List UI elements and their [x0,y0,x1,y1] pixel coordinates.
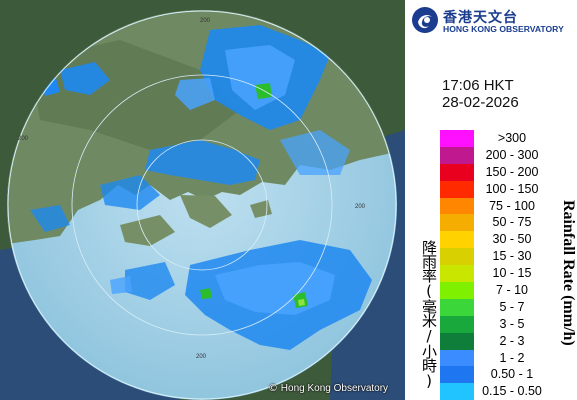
legend-range-label: 0.15 - 0.50 [482,384,542,399]
legend-row: 15 - 30 [440,248,531,266]
land-island-lantau [120,215,175,246]
legend-row: 0.15 - 0.50 [440,383,542,400]
legend-swatch [440,265,474,283]
observatory-name-en: HONG KONG OBSERVATORY [443,24,564,34]
rain-echoes [30,25,372,350]
info-panel: 香港天文台 HONG KONG OBSERVATORY 17:06 HKT 28… [405,0,577,400]
range-ring [136,139,268,271]
copyright-notice: © Hong Kong Observatory [268,383,388,394]
legend-range-label: 30 - 50 [492,232,532,247]
legend-swatch [440,349,474,367]
legend-row: 30 - 50 [440,231,531,249]
legend-range-label: 1 - 2 [499,350,525,365]
rainfall-legend: >300 200 - 300 150 - 200 100 - 150 75 - 100 5… [440,130,542,400]
legend-swatch [440,298,474,316]
legend-row: 0.50 - 1 [440,366,533,384]
legend-range-label: 75 - 100 [489,198,535,213]
legend-range-label: 100 - 150 [485,181,539,196]
legend-row: 200 - 300 [440,146,538,164]
range-ring-label: 200 [355,204,366,210]
legend-range-label: 5 - 7 [499,299,525,314]
range-ring-label: 200 [196,354,207,360]
legend-swatch [440,197,474,215]
copyright-symbol: © [268,383,278,394]
legend-range-label: 0.50 - 1 [490,367,534,382]
observatory-emblem-icon [412,7,438,33]
legend-row: 1 - 2 [440,349,525,367]
legend-range-label: 15 - 30 [492,249,532,264]
legend-swatch [440,231,474,249]
legend-swatch [440,180,474,198]
observation-date: 28-02-2026 [442,94,519,111]
legend-row: 7 - 10 [440,282,528,299]
legend-row: 5 - 7 [440,298,525,316]
legend-row: 2 - 3 [440,332,525,350]
legend-range-label: 3 - 5 [499,316,525,331]
legend-swatch [440,248,474,266]
copyright-text: Hong Kong Observatory [280,383,389,394]
range-ring-label: 200 [18,136,29,142]
observatory-name-zh: 香港天文台 [443,10,518,26]
legend-row: 10 - 15 [440,265,531,283]
legend-row: 150 - 200 [440,163,538,181]
legend-title-zh: 降雨率(毫米/小時) [420,240,438,389]
legend-row: >300 [440,130,526,147]
legend-swatch [440,332,474,350]
legend-range-label: 150 - 200 [485,164,539,179]
legend-range-label: 200 - 300 [485,147,539,162]
legend-swatch [440,366,474,384]
legend-swatch [440,383,474,400]
legend-range-label: 7 - 10 [496,283,528,298]
legend-row: 75 - 100 [440,197,535,215]
legend-title-en: Rainfall Rate (mm/h) [560,200,577,346]
range-ring [7,10,397,400]
range-ring [71,74,333,336]
range-ring-label: 200 [200,18,211,24]
legend-row: 50 - 75 [440,214,531,232]
observatory-logo: 香港天文台 HONG KONG OBSERVATORY [411,4,576,38]
legend-swatch [440,163,474,181]
legend-row: 3 - 5 [440,315,525,333]
radar-map-canvas: 200 200 200 200 [0,0,405,400]
legend-swatch [440,315,474,333]
legend-row: 100 - 150 [440,180,538,198]
observation-time: 17:06 HKT [442,77,514,94]
land-peninsula [180,195,232,228]
legend-range-label: 10 - 15 [492,266,532,281]
legend-swatch [440,282,474,299]
legend-swatch [440,214,474,232]
radar-map[interactable]: 200 200 200 200 © Hong Kong Observatory [0,0,405,400]
legend-swatch [440,146,474,164]
legend-range-label: 2 - 3 [499,333,525,348]
legend-range-label: >300 [497,131,527,145]
legend-swatch [440,130,474,147]
legend-range-label: 50 - 75 [492,215,532,230]
